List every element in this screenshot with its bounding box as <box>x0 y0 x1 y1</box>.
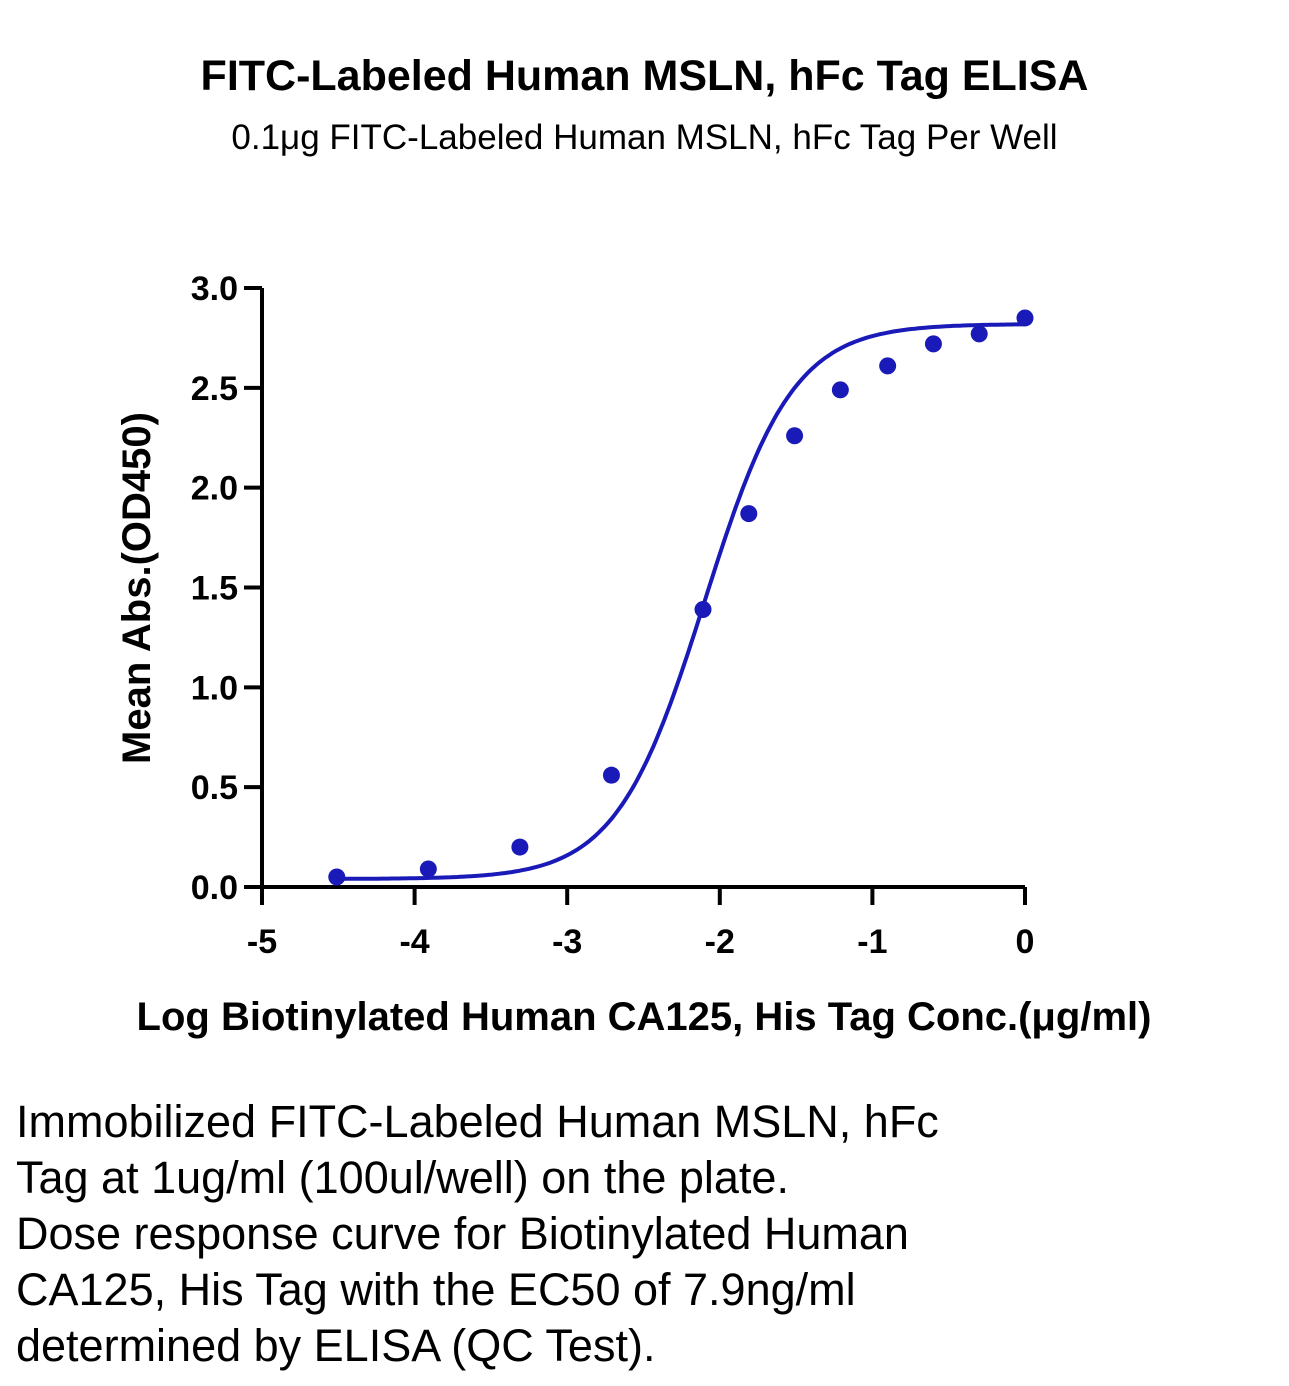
y-tick-label: 3.0 <box>191 270 238 308</box>
y-tick-label: 2.0 <box>191 470 238 508</box>
data-point <box>694 600 712 618</box>
data-point <box>1016 309 1034 327</box>
y-axis-label: Mean Abs.(OD450) <box>115 412 159 764</box>
data-point <box>786 427 804 445</box>
x-axis-label: Log Biotinylated Human CA125, His Tag Co… <box>137 995 1152 1039</box>
dose-response-chart: 0.0 0.5 1.0 1.5 2.0 2.5 3.0 -5 -4 -3 -2 -1 0 Log Biot… <box>115 270 1152 1039</box>
data-point <box>602 766 620 784</box>
data-point <box>924 335 942 353</box>
caption-line: determined by ELISA (QC Test). <box>16 1320 656 1371</box>
y-tick-label: 1.0 <box>191 669 238 707</box>
x-tick-label: -4 <box>399 923 429 961</box>
figure-caption: Immobilized FITC-Labeled Human MSLN, hFc… <box>16 1094 1166 1374</box>
caption-line: Tag at 1ug/ml (100ul/well) on the plate. <box>16 1152 789 1203</box>
x-tick-label: -1 <box>857 923 887 961</box>
data-point <box>970 325 988 343</box>
data-point <box>328 868 346 886</box>
data-point <box>879 357 897 375</box>
data-point <box>740 505 758 523</box>
caption-line: Immobilized FITC-Labeled Human MSLN, hFc <box>16 1096 939 1147</box>
x-tick-label: -2 <box>705 923 735 961</box>
x-tick-label: -5 <box>247 923 277 961</box>
y-tick-label: 0.5 <box>191 769 238 807</box>
x-tick-label: 0 <box>1016 923 1035 961</box>
caption-line: CA125, His Tag with the EC50 of 7.9ng/ml <box>16 1264 856 1315</box>
caption-line: Dose response curve for Biotinylated Hum… <box>16 1208 909 1259</box>
fit-curve <box>336 322 1026 881</box>
data-point <box>419 860 437 878</box>
y-tick-label: 1.5 <box>191 570 238 608</box>
data-point <box>511 838 529 856</box>
y-tick-label: 2.5 <box>191 370 238 408</box>
data-point <box>831 381 849 399</box>
chart-subtitle: 0.1μg FITC-Labeled Human MSLN, hFc Tag P… <box>231 118 1058 157</box>
y-tick-label: 0.0 <box>191 869 238 907</box>
chart-title: FITC-Labeled Human MSLN, hFc Tag ELISA <box>200 52 1089 100</box>
x-tick-label: -3 <box>552 923 582 961</box>
